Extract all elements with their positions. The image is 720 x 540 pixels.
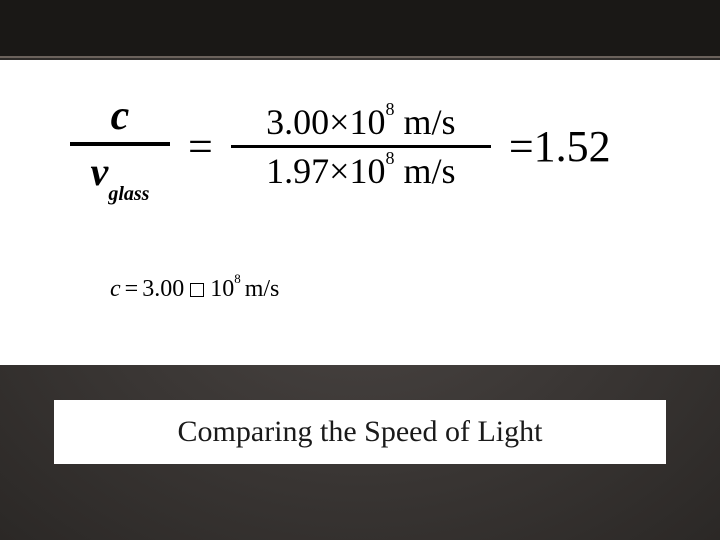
sub-base: 108 [210, 275, 241, 303]
denominator-subscript: glass [108, 183, 149, 205]
sub-base-text: 10 [210, 276, 234, 302]
numerator-c: c [105, 90, 136, 142]
sub-equals: = [125, 276, 139, 303]
sub-exp: 8 [234, 271, 241, 286]
denominator-value: 1.97×108 m/s [260, 148, 461, 194]
placeholder-box-icon [190, 283, 204, 297]
equation-panel: c vglass = 3.00×108 m/s 1.97×108 m/s =1.… [0, 60, 720, 365]
num-coeff: 3.00 [266, 102, 329, 142]
num-exp: 8 [385, 99, 394, 119]
numerator-value: 3.00×108 m/s [260, 99, 461, 145]
den-exp: 8 [385, 148, 394, 168]
result: =1.52 [509, 121, 611, 172]
c-definition: c = 3.00 108 m/s [110, 275, 279, 303]
result-value: 1.52 [534, 122, 611, 171]
slide-title: Comparing the Speed of Light [178, 415, 543, 449]
ratio-c-over-vglass: c vglass [70, 90, 170, 202]
den-coeff: 1.97 [266, 151, 329, 191]
equals-sign-2: = [509, 122, 534, 171]
numeric-fraction: 3.00×108 m/s 1.97×108 m/s [231, 99, 491, 194]
equals-sign-1: = [188, 121, 213, 172]
title-block: Comparing the Speed of Light [54, 400, 666, 464]
den-base: 10 [349, 151, 385, 191]
main-equation: c vglass = 3.00×108 m/s 1.97×108 m/s =1.… [70, 90, 611, 202]
sub-var-c: c [110, 276, 121, 303]
den-times: × [329, 151, 349, 191]
num-unit: m/s [394, 102, 455, 142]
num-times: × [329, 102, 349, 142]
den-unit: m/s [394, 151, 455, 191]
denominator-vglass: vglass [85, 146, 156, 202]
sub-coeff: 3.00 [142, 276, 184, 303]
header-band [0, 0, 720, 58]
denominator-var: v [91, 149, 109, 194]
num-base: 10 [349, 102, 385, 142]
sub-unit: m/s [245, 276, 280, 303]
